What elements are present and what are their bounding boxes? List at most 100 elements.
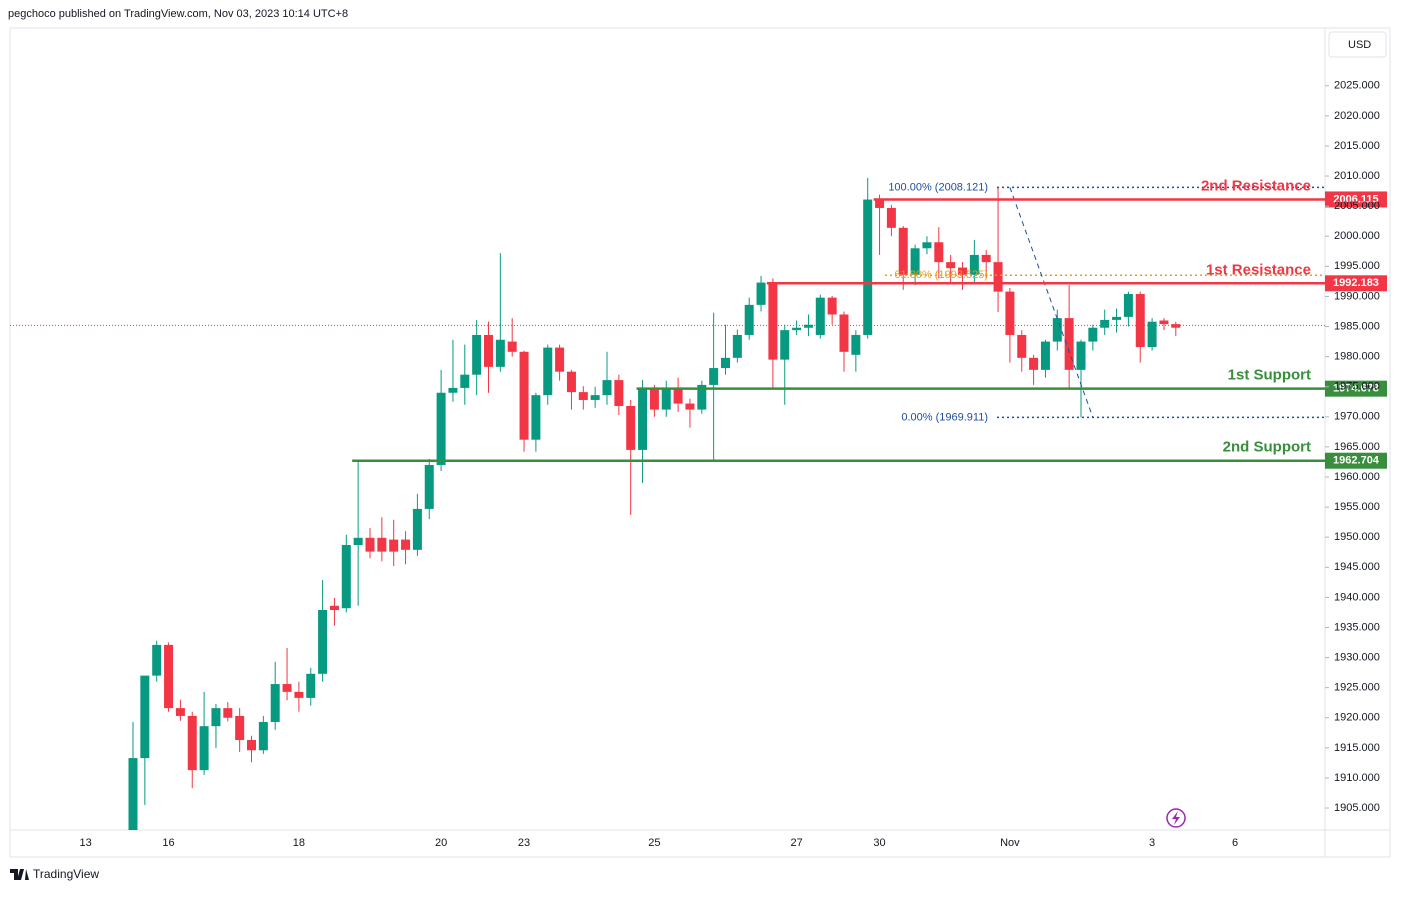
candle-body [543, 347, 553, 396]
y-tick-label: 1970.000 [1334, 411, 1380, 423]
x-tick-label: 23 [518, 837, 530, 849]
candle-body [875, 199, 885, 208]
candle-body [436, 392, 446, 465]
candle-body [389, 539, 399, 552]
y-tick-label: 2015.000 [1334, 140, 1380, 152]
candle-body [531, 395, 541, 440]
candle-body [128, 758, 138, 830]
candle-body [258, 721, 268, 751]
y-tick-label: 1965.000 [1334, 441, 1380, 453]
candle-body [211, 708, 221, 727]
candle-body [318, 610, 328, 674]
candle-body [803, 324, 813, 328]
x-tick-label: 6 [1232, 837, 1238, 849]
y-tick-label: 1995.000 [1334, 260, 1380, 272]
candle-body [614, 380, 624, 406]
candle-body [1147, 321, 1157, 347]
level-tag-label: 1974.678 [1333, 383, 1379, 395]
currency-button[interactable] [1328, 31, 1387, 58]
candle-body [507, 341, 517, 352]
candle-body [590, 395, 600, 400]
y-tick-label: 1975.000 [1334, 381, 1380, 393]
candle-body [993, 262, 1003, 292]
candle-body [448, 387, 458, 393]
y-tick-label: 1980.000 [1334, 351, 1380, 363]
header: pegchoco published on TradingView.com, N… [8, 8, 348, 20]
currency: USD [1348, 39, 1371, 51]
candle-body [863, 199, 873, 335]
x-tick-label: Nov [1000, 837, 1020, 849]
candle-body [1159, 320, 1169, 325]
x-tick-label: 16 [162, 837, 174, 849]
y-tick-label: 1905.000 [1334, 802, 1380, 814]
y-tick-label: 1955.000 [1334, 501, 1380, 513]
y-tick-label: 1910.000 [1334, 772, 1380, 784]
plot [10, 177, 1325, 830]
level-label: 1st Support [1228, 367, 1311, 384]
candle-body [1112, 316, 1122, 320]
overlay: 100.00% (2008.121) 61.80% (1993.525) 0.00%… [352, 177, 1387, 469]
y-tick-label: 1945.000 [1334, 561, 1380, 573]
y-tick-label: 1925.000 [1334, 682, 1380, 694]
candle-body [175, 708, 185, 716]
y-tick-label: 1960.000 [1334, 471, 1380, 483]
x-tick-label: 13 [79, 837, 91, 849]
candle-body [958, 267, 967, 275]
candle-body [578, 392, 588, 400]
x-tick-label: 20 [435, 837, 447, 849]
candle-body [922, 242, 932, 249]
candle-body [792, 327, 802, 331]
candle-body [815, 297, 825, 335]
fib-label: 100.00% (2008.121) [888, 181, 988, 193]
brand: TradingView [33, 867, 99, 881]
candle-body [223, 708, 233, 718]
y-tick-label: 1950.000 [1334, 531, 1380, 543]
candle-body [685, 403, 695, 410]
candle-body [1029, 357, 1039, 370]
lightning-icon[interactable] [1166, 808, 1186, 828]
candle-body [187, 715, 197, 771]
y-tick-label: 1930.000 [1334, 651, 1380, 663]
candle-body [519, 351, 529, 440]
candle-body [1088, 327, 1098, 342]
x-tick-label: 27 [790, 837, 802, 849]
candle-body [602, 380, 612, 396]
candle-body [1100, 319, 1110, 328]
level-label: 2nd Support [1223, 439, 1311, 456]
candle-body [199, 726, 209, 771]
candle-body [365, 537, 375, 552]
candle-body [827, 297, 837, 315]
candle-body [839, 314, 849, 352]
y-tick-label: 1990.000 [1334, 290, 1380, 302]
candle-body [555, 347, 565, 372]
candle-body [981, 254, 991, 263]
candle-body [282, 684, 292, 692]
x-tick-label: 25 [648, 837, 660, 849]
y-tick-label: 1935.000 [1334, 621, 1380, 633]
y-tick-label: 2010.000 [1334, 170, 1380, 182]
candle-body [495, 339, 505, 367]
level-label: 1st Resistance [1206, 261, 1311, 278]
logo [10, 869, 29, 880]
fib-trend [1009, 187, 1094, 418]
candle-body [768, 282, 778, 360]
fib-label: 0.00% (1969.911) [901, 411, 988, 423]
candle-body [164, 644, 174, 709]
y-tick-label: 2005.000 [1334, 200, 1380, 212]
x-tick-label: 18 [293, 837, 305, 849]
candle-body [1171, 324, 1181, 328]
candle-body [661, 387, 671, 410]
candle-body [1076, 341, 1086, 370]
candle-body [780, 330, 790, 360]
candle-body [721, 357, 730, 369]
candle-body [566, 371, 576, 393]
level-tag-label: 1992.183 [1333, 277, 1379, 289]
candle-body [270, 684, 280, 722]
candle-body [946, 262, 956, 269]
candle-body [1064, 318, 1074, 370]
x-tick-label: 30 [873, 837, 885, 849]
candle-body [910, 248, 920, 275]
candle-body [412, 508, 422, 550]
candle-body [484, 334, 493, 367]
